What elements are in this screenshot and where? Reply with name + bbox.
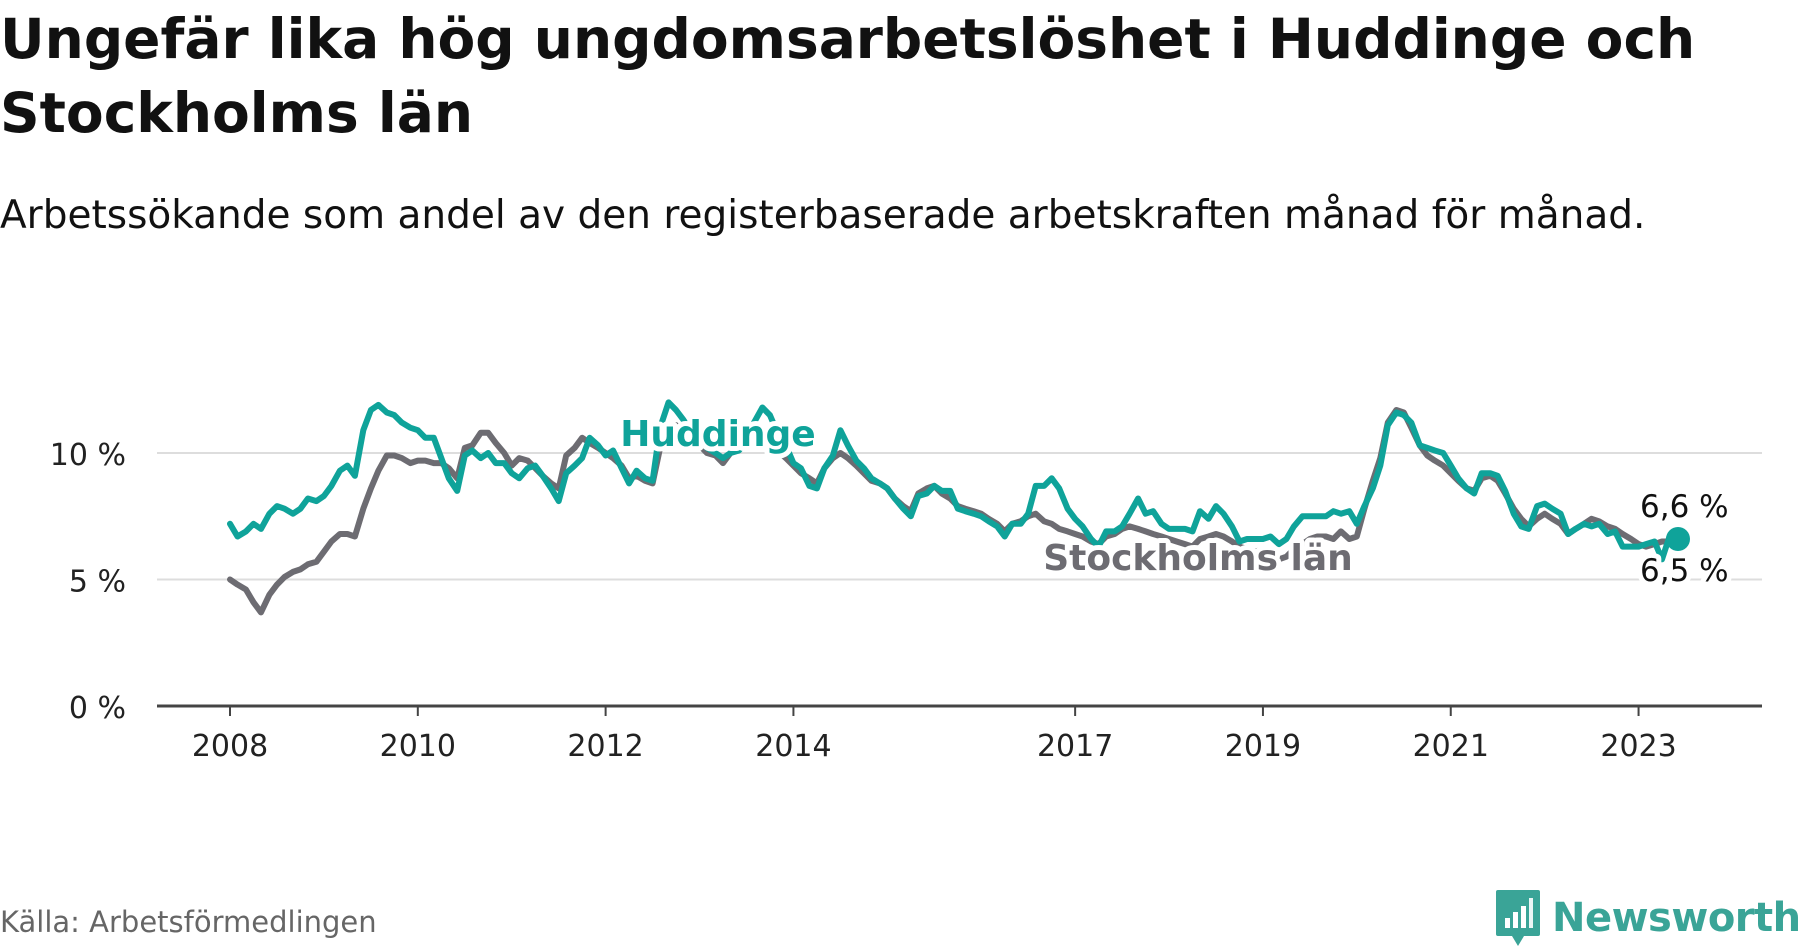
grid-layer	[157, 452, 1762, 581]
series-label-stockholm: Stockholms län	[1043, 538, 1353, 579]
x-tick-label: 2012	[567, 729, 643, 764]
y-tick-label: 10 %	[50, 438, 126, 473]
end-value-huddinge: 6,6 %	[1640, 489, 1729, 525]
x-axis: 2008 2010 2012 2014 2017 2019 2021 2023	[157, 704, 1762, 764]
series-line-stockholm	[227, 407, 1681, 616]
end-value-stockholm: 6,5 %	[1640, 553, 1729, 589]
newsworthy-logo-icon	[1496, 890, 1540, 946]
series-label-huddinge-halo: Huddinge	[620, 414, 815, 455]
series-line-huddinge	[227, 399, 1681, 563]
x-tick-label: 2017	[1037, 729, 1113, 764]
x-tick-label: 2014	[755, 729, 831, 764]
source-note: Källa: Arbetsförmedlingen	[0, 905, 377, 939]
x-tick-label: 2010	[380, 729, 456, 764]
newsworthy-logo: Newsworthy	[1494, 888, 1800, 948]
x-tick-label: 2019	[1225, 729, 1301, 764]
x-tick-label: 2008	[192, 729, 268, 764]
endpoint-marker	[1666, 527, 1690, 552]
y-tick-label: 0 %	[69, 691, 126, 726]
series-label-stockholm-halo: Stockholms län	[1043, 538, 1353, 579]
brand-name: Newsworthy	[1552, 895, 1800, 941]
series-layer	[227, 399, 1690, 616]
chart-subtitle: Arbetssökande som andel av den registerb…	[0, 193, 1646, 238]
series-label-huddinge: Huddinge	[620, 414, 815, 455]
y-axis: 0 % 5 % 10 %	[50, 438, 126, 726]
end-value-stockholm-halo: 6,5 %	[1640, 553, 1729, 589]
end-value-huddinge-halo: 6,6 %	[1640, 489, 1729, 525]
y-tick-label: 5 %	[69, 565, 126, 600]
x-tick-label: 2023	[1600, 729, 1676, 764]
chart-title: Ungefär lika hög ungdomsarbetslöshet i H…	[0, 7, 1696, 145]
x-tick-label: 2021	[1413, 729, 1489, 764]
